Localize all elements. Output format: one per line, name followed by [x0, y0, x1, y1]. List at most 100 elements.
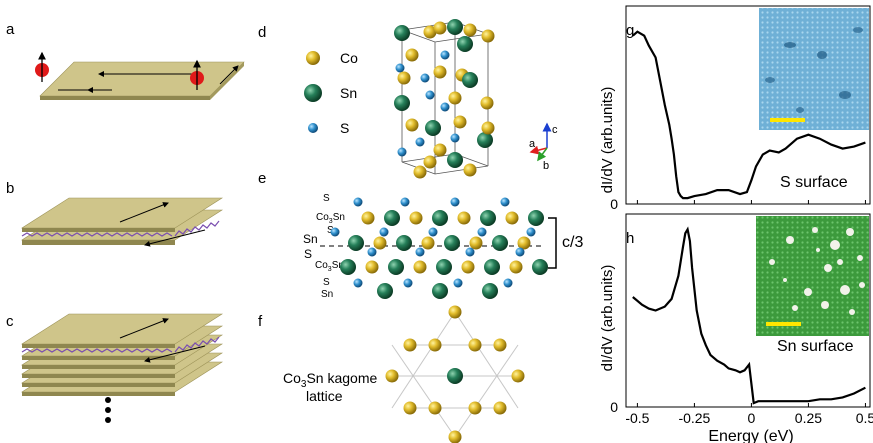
adatom [849, 309, 855, 315]
panel-letter-d: d [258, 24, 266, 41]
chart-g: dI/dV (arb.units) 0 S surface [599, 5, 871, 212]
legend-co-atom [306, 51, 320, 65]
b-axis-label: b [543, 160, 549, 172]
s-atom [450, 197, 460, 207]
scale-bar [770, 118, 805, 122]
co-atom [511, 369, 525, 383]
co-atom [405, 48, 419, 62]
sn-atom [432, 283, 448, 299]
co-atom [403, 401, 417, 415]
adatom [821, 301, 829, 309]
edge-current-arrow [144, 345, 206, 363]
kagome-lines [391, 311, 519, 438]
spacing-label: c/3 [562, 234, 583, 251]
chart-g-inset-image [759, 8, 869, 130]
layer-label-s: S [304, 247, 312, 261]
s-atom [526, 227, 536, 237]
co-atom [361, 211, 375, 225]
co-atom [433, 21, 447, 35]
legend-s-label: S [340, 120, 349, 136]
panel-d-legend: Co Sn S [304, 50, 358, 136]
adatom [812, 227, 818, 233]
s-atom [420, 73, 430, 83]
panel-letter-e: e [258, 170, 266, 187]
panel-f-kagome: Co3Sn kagome lattice [283, 305, 525, 443]
co-atom [481, 121, 495, 135]
chart-h-frame [625, 213, 871, 408]
co-atom [463, 23, 477, 37]
sn-atom [388, 259, 404, 275]
x-tick-label: -0.5 [625, 410, 649, 426]
co-atom [433, 65, 447, 79]
co-atom [457, 211, 471, 225]
interlayer-zigzag [21, 336, 220, 353]
sn-atom [532, 259, 548, 275]
layer-label-co3sn: Co3Sn [316, 212, 345, 225]
co-atom [433, 143, 447, 157]
s-atom [428, 227, 438, 237]
panel-d-axes: c a b [529, 122, 558, 172]
co-atom [453, 115, 467, 129]
co-atom [428, 338, 442, 352]
co-atom [373, 236, 387, 250]
sn-atom [444, 235, 460, 251]
co-atom [468, 338, 482, 352]
s-atom [415, 247, 425, 257]
c-axis-label: c [552, 124, 558, 136]
x-tick-label: -0.25 [678, 410, 710, 426]
co-atom [365, 260, 379, 274]
co-atom [480, 96, 494, 110]
adatom [792, 305, 798, 311]
panel-e-side-view [330, 197, 548, 299]
chart-g-ylabel: dI/dV (arb.units) [599, 87, 616, 194]
co-atom [448, 430, 462, 443]
s-atom [503, 278, 513, 288]
sn-atom [432, 210, 448, 226]
panel-letter-c: c [6, 313, 14, 330]
sn-atom [480, 210, 496, 226]
s-atom [395, 63, 405, 73]
sn-atom [447, 368, 463, 384]
panel-d-unit-cell [394, 19, 495, 179]
panel-letter-b: b [6, 180, 14, 197]
co-atom [428, 401, 442, 415]
ellipsis-dot [105, 407, 111, 413]
s-atom [400, 197, 410, 207]
adatom [769, 259, 775, 265]
sn-atom [384, 210, 400, 226]
s-atom [500, 197, 510, 207]
top-layer-edge [22, 228, 175, 232]
panel-letter-a: a [6, 21, 15, 38]
sn-atom [462, 72, 478, 88]
interlayer-zigzag [21, 220, 220, 237]
adatom [840, 285, 850, 295]
panel-letter-h: h [626, 230, 634, 247]
chart-h-inset-image [756, 216, 869, 336]
co-atom [403, 338, 417, 352]
sn-atom [394, 95, 410, 111]
adatom [859, 282, 865, 288]
chart-h-ytick-0: 0 [610, 399, 618, 415]
x-tick-label: 0 [748, 410, 756, 426]
panel-letter-g: g [626, 22, 634, 39]
panel-letter-f: f [258, 313, 263, 330]
bottom-layer-edge [22, 240, 175, 245]
s-atom [397, 147, 407, 157]
b-axis-arrow [537, 147, 548, 162]
sn-atom [348, 235, 364, 251]
layer-label-s: S [323, 277, 330, 288]
legend-co-label: Co [340, 50, 358, 66]
co-atom [413, 165, 427, 179]
sn-atom [340, 259, 356, 275]
kagome-label-line1: Co3Sn kagome [283, 370, 378, 390]
co-atom [423, 155, 437, 169]
co-atom [413, 260, 427, 274]
edge-current-arrow [119, 202, 169, 223]
layer-plate-edge [40, 96, 210, 100]
co-atom [461, 260, 475, 274]
co-atom [385, 369, 399, 383]
co-atom [468, 401, 482, 415]
kagome-label-line2: lattice [306, 388, 343, 404]
x-tick-label: 0.25 [795, 410, 822, 426]
